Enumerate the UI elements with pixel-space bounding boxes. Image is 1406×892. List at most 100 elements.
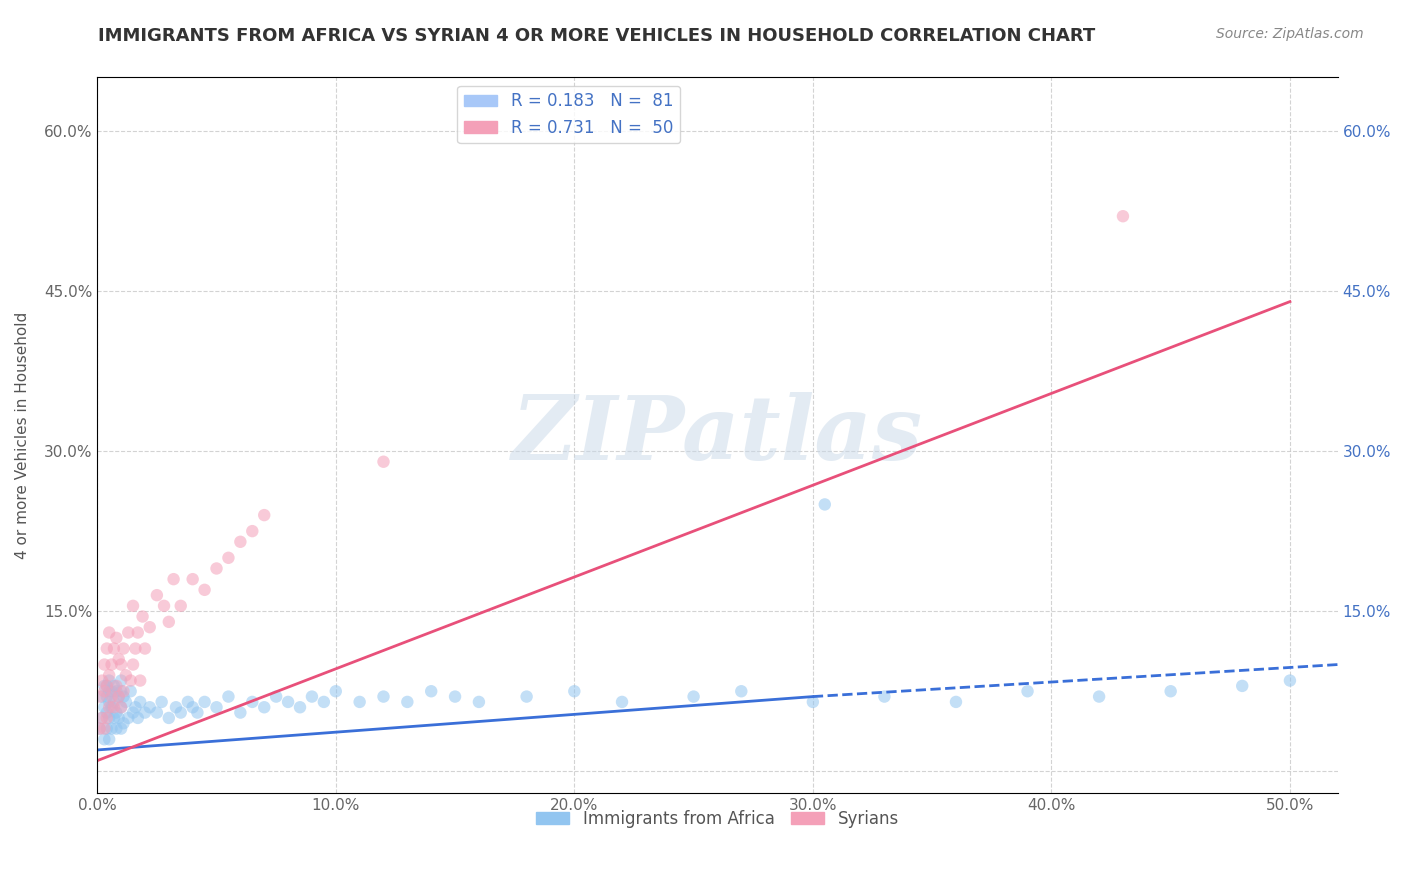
- Point: [96, 722, 118, 736]
- Point: [120, 673, 142, 688]
- Point: [396, 695, 419, 709]
- Point: [124, 700, 146, 714]
- Point: [107, 711, 129, 725]
- Point: [89, 722, 111, 736]
- Point: [105, 631, 128, 645]
- Point: [122, 657, 145, 672]
- Point: [127, 711, 149, 725]
- Point: [138, 620, 160, 634]
- Point: [110, 673, 132, 688]
- Point: [122, 599, 145, 613]
- Point: [100, 722, 122, 736]
- Point: [100, 690, 122, 704]
- Text: IMMIGRANTS FROM AFRICA VS SYRIAN 4 OR MORE VEHICLES IN HOUSEHOLD CORRELATION CHA: IMMIGRANTS FROM AFRICA VS SYRIAN 4 OR MO…: [98, 27, 1095, 45]
- Point: [91, 711, 114, 725]
- Point: [107, 690, 129, 704]
- Point: [100, 700, 122, 714]
- Point: [801, 695, 824, 709]
- Point: [93, 722, 115, 736]
- Point: [157, 615, 180, 629]
- Point: [277, 695, 299, 709]
- Point: [129, 695, 152, 709]
- Point: [117, 625, 139, 640]
- Point: [814, 498, 837, 512]
- Point: [100, 657, 122, 672]
- Point: [96, 706, 118, 720]
- Point: [312, 695, 335, 709]
- Point: [288, 700, 311, 714]
- Point: [96, 679, 118, 693]
- Point: [1160, 684, 1182, 698]
- Point: [131, 609, 153, 624]
- Point: [103, 641, 125, 656]
- Point: [105, 679, 128, 693]
- Text: ZIPatlas: ZIPatlas: [512, 392, 922, 478]
- Point: [134, 706, 156, 720]
- Point: [562, 684, 585, 698]
- Point: [170, 706, 193, 720]
- Point: [103, 679, 125, 693]
- Point: [107, 652, 129, 666]
- Point: [177, 695, 200, 709]
- Point: [730, 684, 752, 698]
- Point: [122, 706, 145, 720]
- Point: [1232, 679, 1254, 693]
- Point: [205, 561, 228, 575]
- Point: [112, 641, 135, 656]
- Point: [181, 572, 204, 586]
- Point: [253, 700, 276, 714]
- Legend: Immigrants from Africa, Syrians: Immigrants from Africa, Syrians: [529, 803, 905, 834]
- Point: [91, 673, 114, 688]
- Point: [165, 700, 187, 714]
- Point: [115, 668, 138, 682]
- Point: [325, 684, 347, 698]
- Point: [253, 508, 276, 522]
- Point: [229, 534, 252, 549]
- Point: [112, 690, 135, 704]
- Point: [162, 572, 184, 586]
- Point: [1088, 690, 1111, 704]
- Point: [93, 657, 115, 672]
- Point: [134, 641, 156, 656]
- Point: [98, 700, 121, 714]
- Point: [124, 641, 146, 656]
- Y-axis label: 4 or more Vehicles in Household: 4 or more Vehicles in Household: [15, 311, 30, 558]
- Point: [96, 679, 118, 693]
- Point: [468, 695, 491, 709]
- Point: [103, 700, 125, 714]
- Point: [127, 625, 149, 640]
- Point: [115, 695, 138, 709]
- Point: [96, 641, 118, 656]
- Point: [98, 625, 121, 640]
- Point: [98, 732, 121, 747]
- Point: [117, 711, 139, 725]
- Point: [107, 690, 129, 704]
- Point: [240, 695, 263, 709]
- Point: [93, 684, 115, 698]
- Point: [181, 700, 204, 714]
- Point: [873, 690, 896, 704]
- Point: [373, 690, 395, 704]
- Point: [120, 684, 142, 698]
- Point: [264, 690, 287, 704]
- Point: [103, 711, 125, 725]
- Point: [205, 700, 228, 714]
- Point: [157, 711, 180, 725]
- Point: [146, 706, 169, 720]
- Point: [349, 695, 371, 709]
- Point: [129, 673, 152, 688]
- Point: [229, 706, 252, 720]
- Point: [150, 695, 173, 709]
- Point: [98, 668, 121, 682]
- Point: [91, 690, 114, 704]
- Point: [96, 711, 118, 725]
- Point: [170, 599, 193, 613]
- Point: [610, 695, 633, 709]
- Point: [682, 690, 704, 704]
- Point: [105, 684, 128, 698]
- Point: [98, 673, 121, 688]
- Point: [93, 732, 115, 747]
- Point: [112, 684, 135, 698]
- Point: [91, 711, 114, 725]
- Point: [146, 588, 169, 602]
